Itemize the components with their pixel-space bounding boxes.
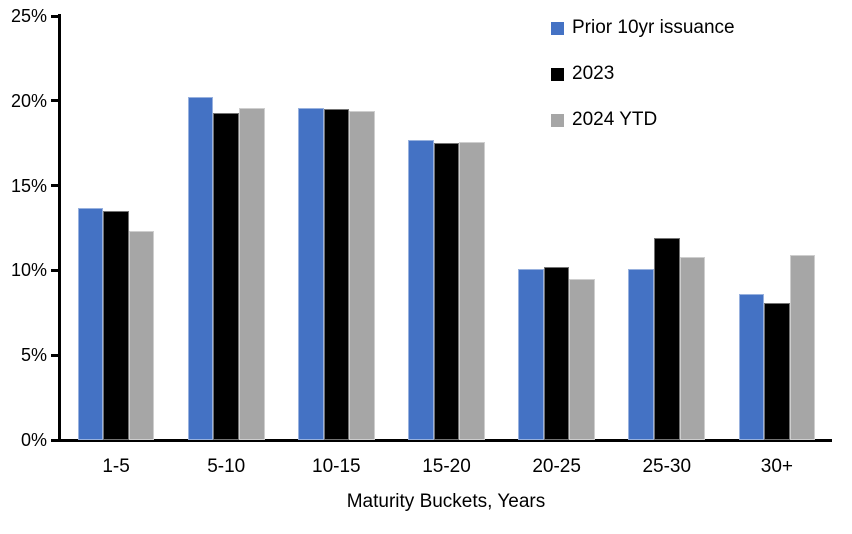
bar-2023-25-30 (653, 238, 680, 440)
y-tick-mark (51, 353, 58, 357)
legend-label: 2023 (572, 63, 615, 84)
legend-swatch-icon (551, 113, 564, 127)
bar-2023-1-5 (103, 211, 129, 440)
y-tick-label: 25% (10, 6, 47, 26)
y-axis-line (58, 14, 61, 442)
y-tick-mark (51, 438, 58, 442)
legend-label: 2024 YTD (572, 109, 658, 130)
x-tick-label: 1-5 (102, 456, 130, 477)
bar-2024-ytd-10-15 (349, 110, 375, 440)
bar-prior-10yr-issuance-20-25 (518, 268, 544, 440)
y-tick-mark (51, 14, 58, 18)
y-tick-label: 10% (10, 260, 47, 281)
x-tick-label: 10-15 (312, 456, 361, 477)
bar-prior-10yr-issuance-25-30 (628, 268, 654, 440)
x-tick-label: 20-25 (532, 456, 581, 477)
y-tick-mark (51, 268, 58, 272)
y-tick-label: 0% (20, 430, 47, 450)
bar-2023-10-15 (323, 109, 350, 440)
legend-swatch-icon (551, 21, 564, 35)
bar-2023-5-10 (213, 112, 239, 440)
y-tick-label: 20% (10, 90, 47, 111)
y-tick-mark (51, 184, 58, 188)
bar-prior-10yr-issuance-30+ (738, 294, 765, 440)
bar-2024-ytd-25-30 (679, 256, 706, 440)
x-axis-title: Maturity Buckets, Years (346, 491, 546, 512)
legend-label: Prior 10yr issuance (572, 17, 735, 38)
bar-2024-ytd-5-10 (239, 107, 265, 440)
bar-prior-10yr-issuance-1-5 (77, 207, 104, 440)
legend-item: Prior 10yr issuance (551, 16, 735, 40)
y-tick-mark (51, 99, 58, 103)
x-tick-label: 15-20 (422, 456, 471, 477)
bar-prior-10yr-issuance-5-10 (187, 97, 214, 440)
x-tick-label: 30+ (760, 456, 794, 477)
y-tick-label: 15% (10, 175, 47, 196)
bar-2024-ytd-1-5 (128, 231, 155, 440)
legend-swatch-icon (551, 67, 564, 81)
x-tick-label: 5-10 (207, 456, 246, 477)
bar-2024-ytd-30+ (789, 255, 816, 440)
bar-2023-20-25 (543, 267, 570, 440)
x-tick-label: 25-30 (642, 456, 692, 477)
bar-2024-ytd-15-20 (459, 141, 485, 440)
y-tick-label: 5% (20, 345, 47, 366)
bar-prior-10yr-issuance-10-15 (297, 107, 324, 440)
bar-2023-15-20 (433, 143, 460, 440)
legend-item: 2023 (551, 62, 614, 86)
bar-prior-10yr-issuance-15-20 (408, 139, 434, 440)
x-axis-line (58, 439, 832, 442)
legend-item: 2024 YTD (551, 108, 657, 132)
bar-2023-30+ (764, 302, 790, 440)
bar-2024-ytd-20-25 (569, 278, 596, 440)
